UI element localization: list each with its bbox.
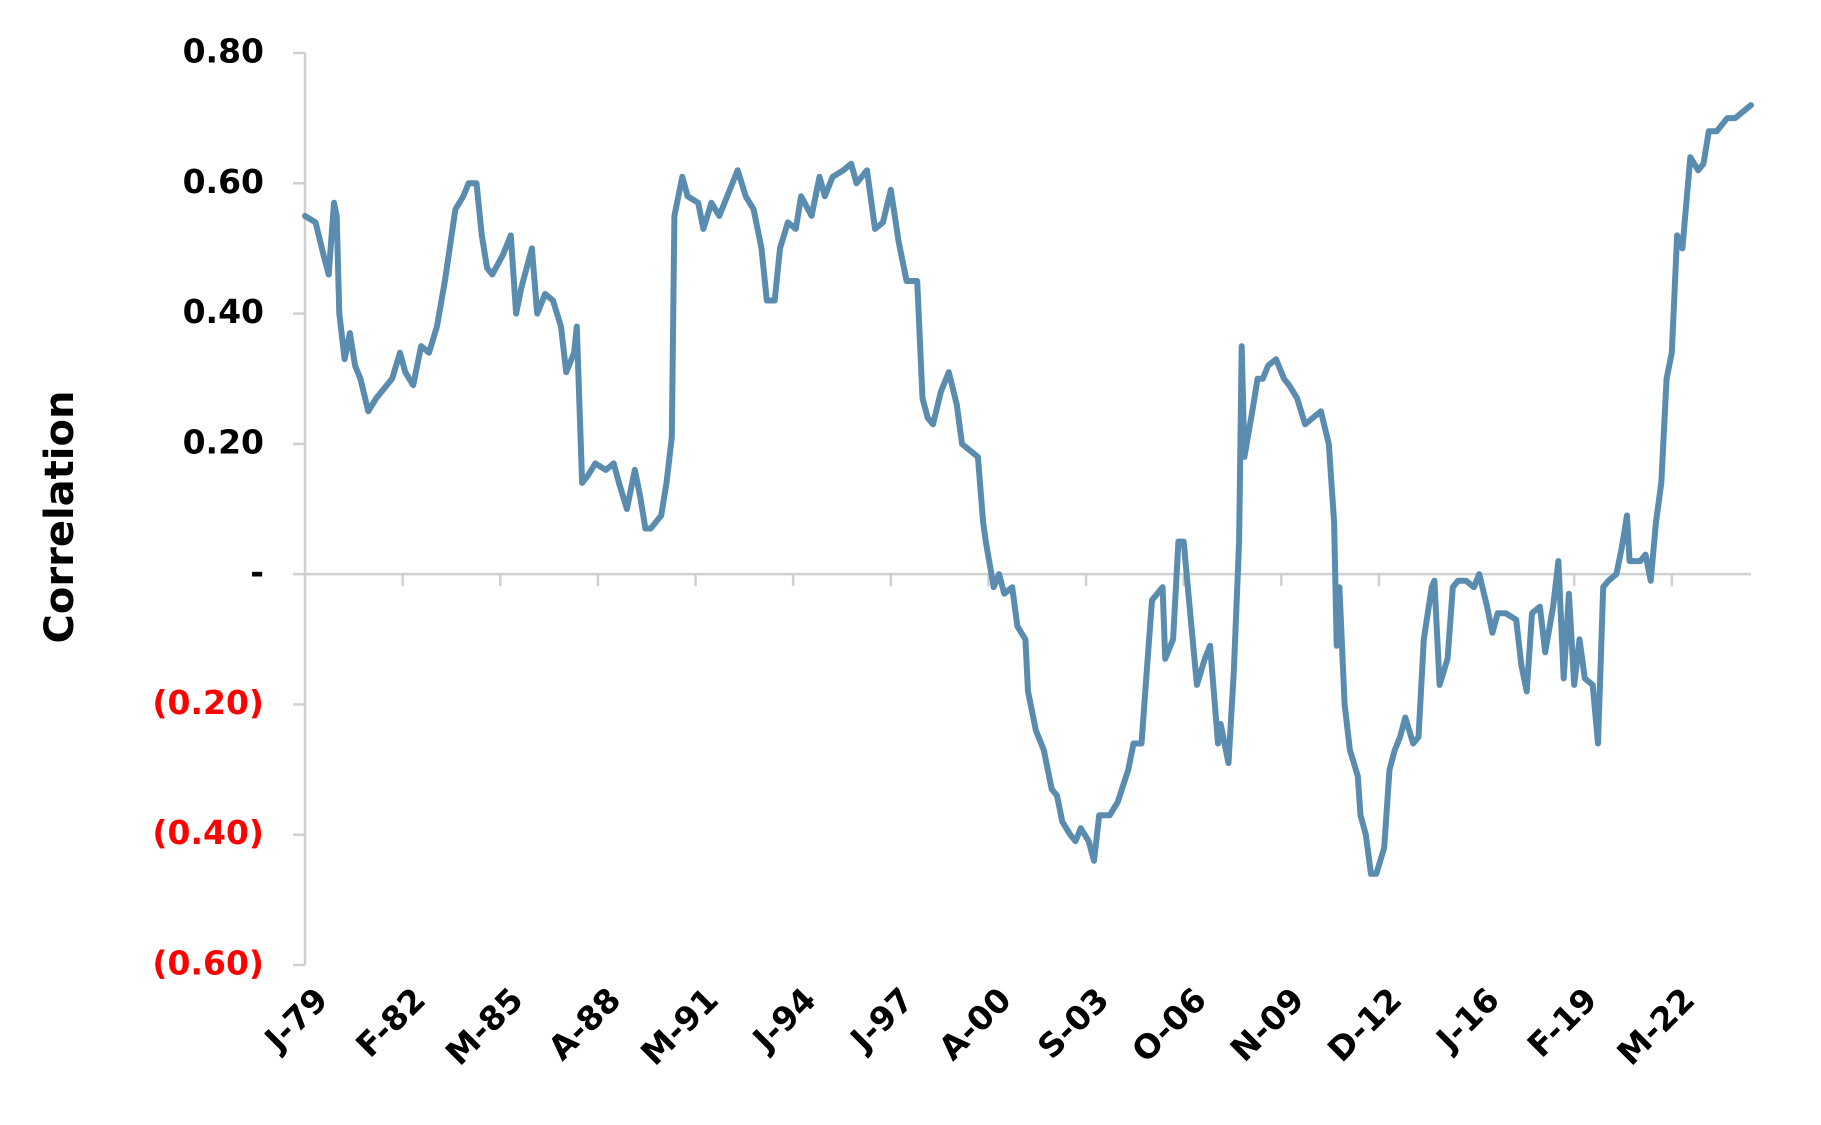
x-tick-label: M-22 xyxy=(1609,980,1702,1073)
y-tick-label: (0.40) xyxy=(152,813,264,852)
x-tick-label: J-94 xyxy=(744,980,824,1060)
x-tick-label: D-12 xyxy=(1320,980,1410,1070)
x-tick-label: N-09 xyxy=(1222,980,1311,1069)
y-tick-label: 0.40 xyxy=(183,292,264,331)
x-tick-label: J-16 xyxy=(1427,980,1507,1060)
y-tick-label: 0.80 xyxy=(183,32,264,71)
x-tick-label: J-79 xyxy=(256,980,336,1060)
x-tick-label: M-91 xyxy=(633,980,726,1073)
line-series xyxy=(302,102,1754,877)
y-tick-label: 0.60 xyxy=(183,162,264,201)
x-tick-label: J-97 xyxy=(841,980,921,1060)
x-tick-label: A-00 xyxy=(931,980,1019,1068)
y-tick-label: (0.20) xyxy=(152,683,264,722)
y-tick-label: - xyxy=(250,553,264,592)
x-tick-label: A-88 xyxy=(540,980,628,1068)
y-axis-label: Correlation xyxy=(37,391,83,644)
y-tick-label: 0.20 xyxy=(183,422,264,461)
x-tick-label: F-19 xyxy=(1520,980,1605,1065)
x-tick-label: O-06 xyxy=(1124,980,1214,1070)
y-tick-label: (0.60) xyxy=(152,944,264,983)
x-tick-label: S-03 xyxy=(1030,980,1117,1067)
x-tick-label: F-82 xyxy=(348,980,433,1065)
x-tick-label: M-85 xyxy=(438,980,531,1073)
